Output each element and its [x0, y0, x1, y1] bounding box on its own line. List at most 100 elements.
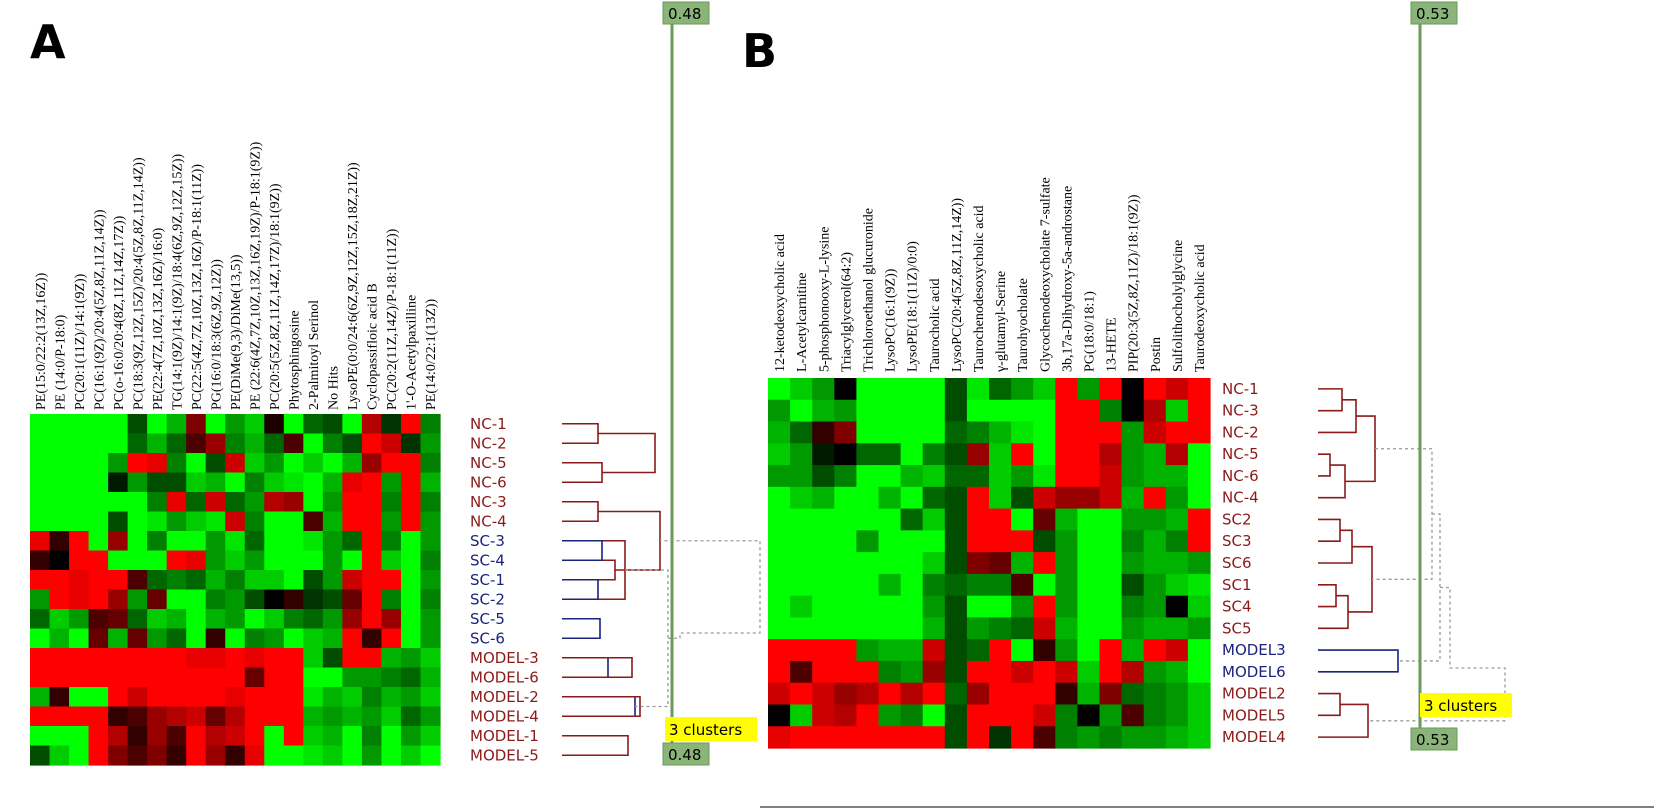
- heatmap-cell: [30, 628, 51, 649]
- heatmap-cell: [768, 639, 791, 662]
- heatmap-cell: [400, 492, 422, 513]
- heatmap-cell: [69, 531, 90, 552]
- heatmap-cell: [166, 706, 187, 727]
- heatmap-cell: [1187, 660, 1211, 684]
- heatmap-cell: [944, 573, 968, 597]
- dendrogram-dashed-link: [1372, 448, 1433, 580]
- heatmap-cell: [1121, 378, 1145, 401]
- heatmap-cell: [878, 595, 902, 619]
- heatmap-cell: [225, 492, 246, 513]
- heatmap-cell: [166, 570, 187, 591]
- slider-handle[interactable]: [1410, 727, 1458, 751]
- heatmap-cell: [186, 609, 207, 630]
- heatmap-cell: [878, 465, 902, 488]
- heatmap-cell: [400, 726, 422, 747]
- heatmap-cell: [922, 443, 946, 466]
- heatmap-cell: [166, 745, 187, 766]
- heatmap-cell: [768, 573, 791, 597]
- heatmap-cell: [1055, 465, 1078, 488]
- heatmap-cell: [381, 414, 402, 435]
- heatmap-cell: [361, 609, 383, 630]
- heatmap-cell: [49, 433, 70, 454]
- heatmap-cell: [1165, 486, 1189, 510]
- heatmap-cell: [108, 414, 129, 435]
- panel-a-row-labels: NC-1NC-2 NC-5NC-6 NC-3NC-4 SC-3SC-4 SC-1SC-2…: [470, 415, 539, 765]
- heatmap-cell: [322, 726, 343, 747]
- heatmap-cell: [1077, 465, 1101, 488]
- heatmap-cell: [186, 414, 207, 435]
- heatmap-cell: [834, 617, 857, 640]
- heatmap-cell: [1099, 465, 1123, 488]
- heatmap-cell: [322, 550, 343, 571]
- heatmap-cell: [342, 706, 363, 727]
- heatmap-cell: [283, 570, 304, 591]
- heatmap-cell: [147, 745, 168, 766]
- heatmap-cell: [244, 492, 265, 513]
- heatmap-cell: [49, 472, 70, 493]
- heatmap-cell: [69, 648, 90, 669]
- heatmap-cell: [225, 706, 246, 727]
- heatmap-cell: [342, 667, 363, 688]
- heatmap-cell: [1077, 378, 1101, 401]
- heatmap-cell: [922, 399, 946, 423]
- heatmap-cell: [878, 530, 902, 553]
- heatmap-cell: [768, 660, 791, 684]
- heatmap-cell: [878, 726, 902, 749]
- column-label: PE(14:0/22:1(13Z)): [424, 298, 439, 410]
- heatmap-cell: [1011, 508, 1034, 531]
- heatmap-cell: [166, 472, 187, 493]
- heatmap-cell: [1143, 530, 1167, 553]
- slider-handle[interactable]: [662, 1, 710, 25]
- heatmap-cell: [225, 687, 246, 708]
- heatmap-cell: [1187, 595, 1211, 619]
- heatmap-cell: [1011, 378, 1034, 401]
- row-label: MODEL-3: [470, 649, 539, 667]
- heatmap-cell: [127, 648, 148, 669]
- heatmap-cell: [768, 508, 791, 531]
- heatmap-cell: [342, 726, 363, 747]
- heatmap-cell: [108, 589, 129, 610]
- heatmap-cell: [1099, 399, 1123, 423]
- panel-b-heatmap-cells: [768, 378, 1211, 749]
- panel-b-cluster-slider[interactable]: 0.53 0.53 3 clusters: [1410, 1, 1512, 751]
- heatmap-cell: [400, 453, 422, 474]
- heatmap-cell: [127, 433, 148, 454]
- heatmap-cell: [225, 453, 246, 474]
- heatmap-cell: [812, 378, 835, 401]
- heatmap-cell: [166, 433, 187, 454]
- heatmap-cell: [30, 687, 51, 708]
- heatmap-cell: [856, 465, 880, 488]
- heatmap-cell: [400, 628, 422, 649]
- heatmap-cell: [303, 667, 324, 688]
- heatmap-cell: [966, 465, 990, 488]
- heatmap-cell: [186, 492, 207, 513]
- column-label: Cyclopassifloic acid B: [366, 283, 381, 410]
- heatmap-cell: [69, 472, 90, 493]
- row-label: SC6: [1222, 554, 1252, 572]
- heatmap-cell: [834, 421, 857, 444]
- heatmap-cell: [205, 453, 226, 474]
- heatmap-cell: [108, 667, 129, 688]
- heatmap-cell: [1121, 573, 1145, 597]
- heatmap-cell: [361, 550, 383, 571]
- dendrogram-dashed-link: [1368, 586, 1506, 722]
- heatmap-cell: [1011, 639, 1034, 662]
- slider-handle[interactable]: [1410, 1, 1458, 25]
- dendrogram-branch: [1318, 464, 1346, 499]
- heatmap-cell: [322, 609, 343, 630]
- slider-handle[interactable]: [662, 742, 710, 766]
- heatmap-cell: [834, 378, 857, 401]
- heatmap-cell: [361, 511, 383, 532]
- row-label: SC-2: [470, 590, 505, 608]
- heatmap-cell: [244, 706, 265, 727]
- panel-a-cluster-slider[interactable]: 0.48 0.48 3 clusters: [662, 1, 757, 766]
- heatmap-cell: [30, 550, 51, 571]
- heatmap-cell: [166, 550, 187, 571]
- heatmap-cell: [834, 726, 857, 749]
- heatmap-cell: [790, 617, 813, 640]
- heatmap-cell: [88, 628, 109, 649]
- row-label: NC-2: [470, 434, 507, 452]
- heatmap-cell: [283, 628, 304, 649]
- heatmap-cell: [856, 421, 880, 444]
- heatmap-cell: [966, 704, 990, 727]
